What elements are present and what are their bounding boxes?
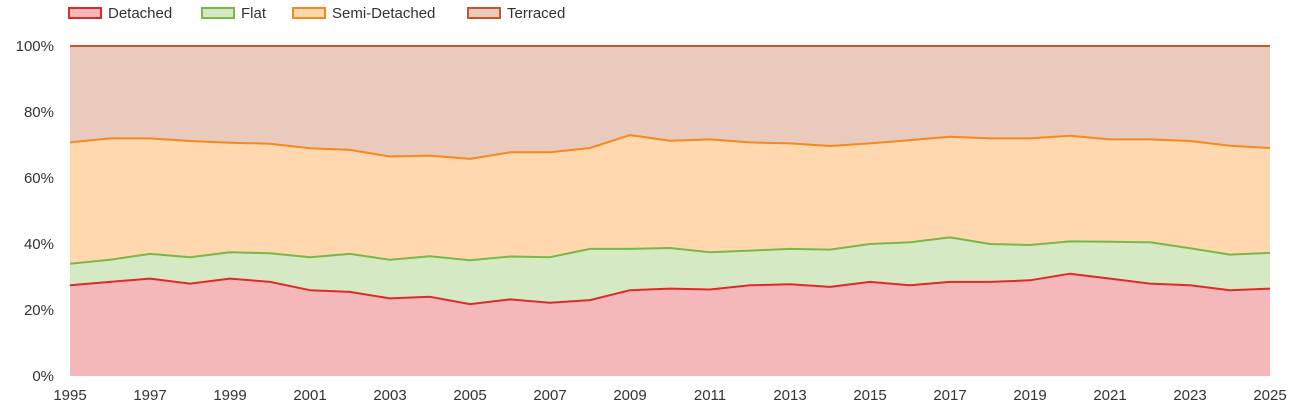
legend-label: Detached — [108, 5, 172, 22]
y-tick-label: 40% — [24, 236, 54, 253]
x-tick-label: 2003 — [373, 387, 406, 404]
line-flat — [69, 236, 1271, 265]
x-tick-label: 2023 — [1173, 387, 1206, 404]
x-tick-label: 2009 — [613, 387, 646, 404]
x-tick-label: 2021 — [1093, 387, 1126, 404]
line-detached — [69, 272, 1271, 306]
legend-label: Flat — [241, 5, 267, 22]
x-tick-label: 2001 — [293, 387, 326, 404]
y-tick-label: 60% — [24, 170, 54, 187]
x-tick-label: 1997 — [133, 387, 166, 404]
y-axis: 0% 20% 40% 60% 80% 100% — [16, 38, 54, 385]
legend-swatch — [68, 7, 102, 19]
x-tick-label: 2025 — [1253, 387, 1286, 404]
y-tick-label: 80% — [24, 104, 54, 121]
x-tick-label: 1995 — [53, 387, 86, 404]
x-tick-label: 2013 — [773, 387, 806, 404]
x-tick-label: 2007 — [533, 387, 566, 404]
legend-swatch — [467, 7, 501, 19]
area-detached — [70, 273, 1270, 376]
area-semi-detached — [70, 135, 1270, 264]
line-semi-detached — [69, 134, 1271, 160]
area-flat — [70, 237, 1270, 305]
x-tick-label: 2011 — [694, 387, 726, 404]
x-tick-label: 2019 — [1013, 387, 1046, 404]
x-axis: 1995 1997 1999 2001 2003 2005 2007 2009 2011 2013… — [53, 387, 1286, 404]
legend: Detached Flat Semi-Detached Terraced — [68, 5, 565, 22]
legend-label: Semi-Detached — [332, 5, 435, 22]
legend-label: Terraced — [507, 5, 565, 22]
legend-swatch — [201, 7, 235, 19]
y-tick-label: 20% — [24, 302, 54, 319]
y-tick-label: 0% — [32, 368, 54, 385]
y-tick-label: 100% — [16, 38, 54, 55]
x-tick-label: 1999 — [213, 387, 246, 404]
x-tick-label: 2015 — [853, 387, 886, 404]
x-tick-label: 2017 — [933, 387, 966, 404]
x-tick-label: 2005 — [453, 387, 486, 404]
area-terraced — [70, 46, 1270, 159]
legend-swatch — [292, 7, 326, 19]
series-lines — [69, 45, 1271, 306]
series-areas — [70, 46, 1270, 376]
